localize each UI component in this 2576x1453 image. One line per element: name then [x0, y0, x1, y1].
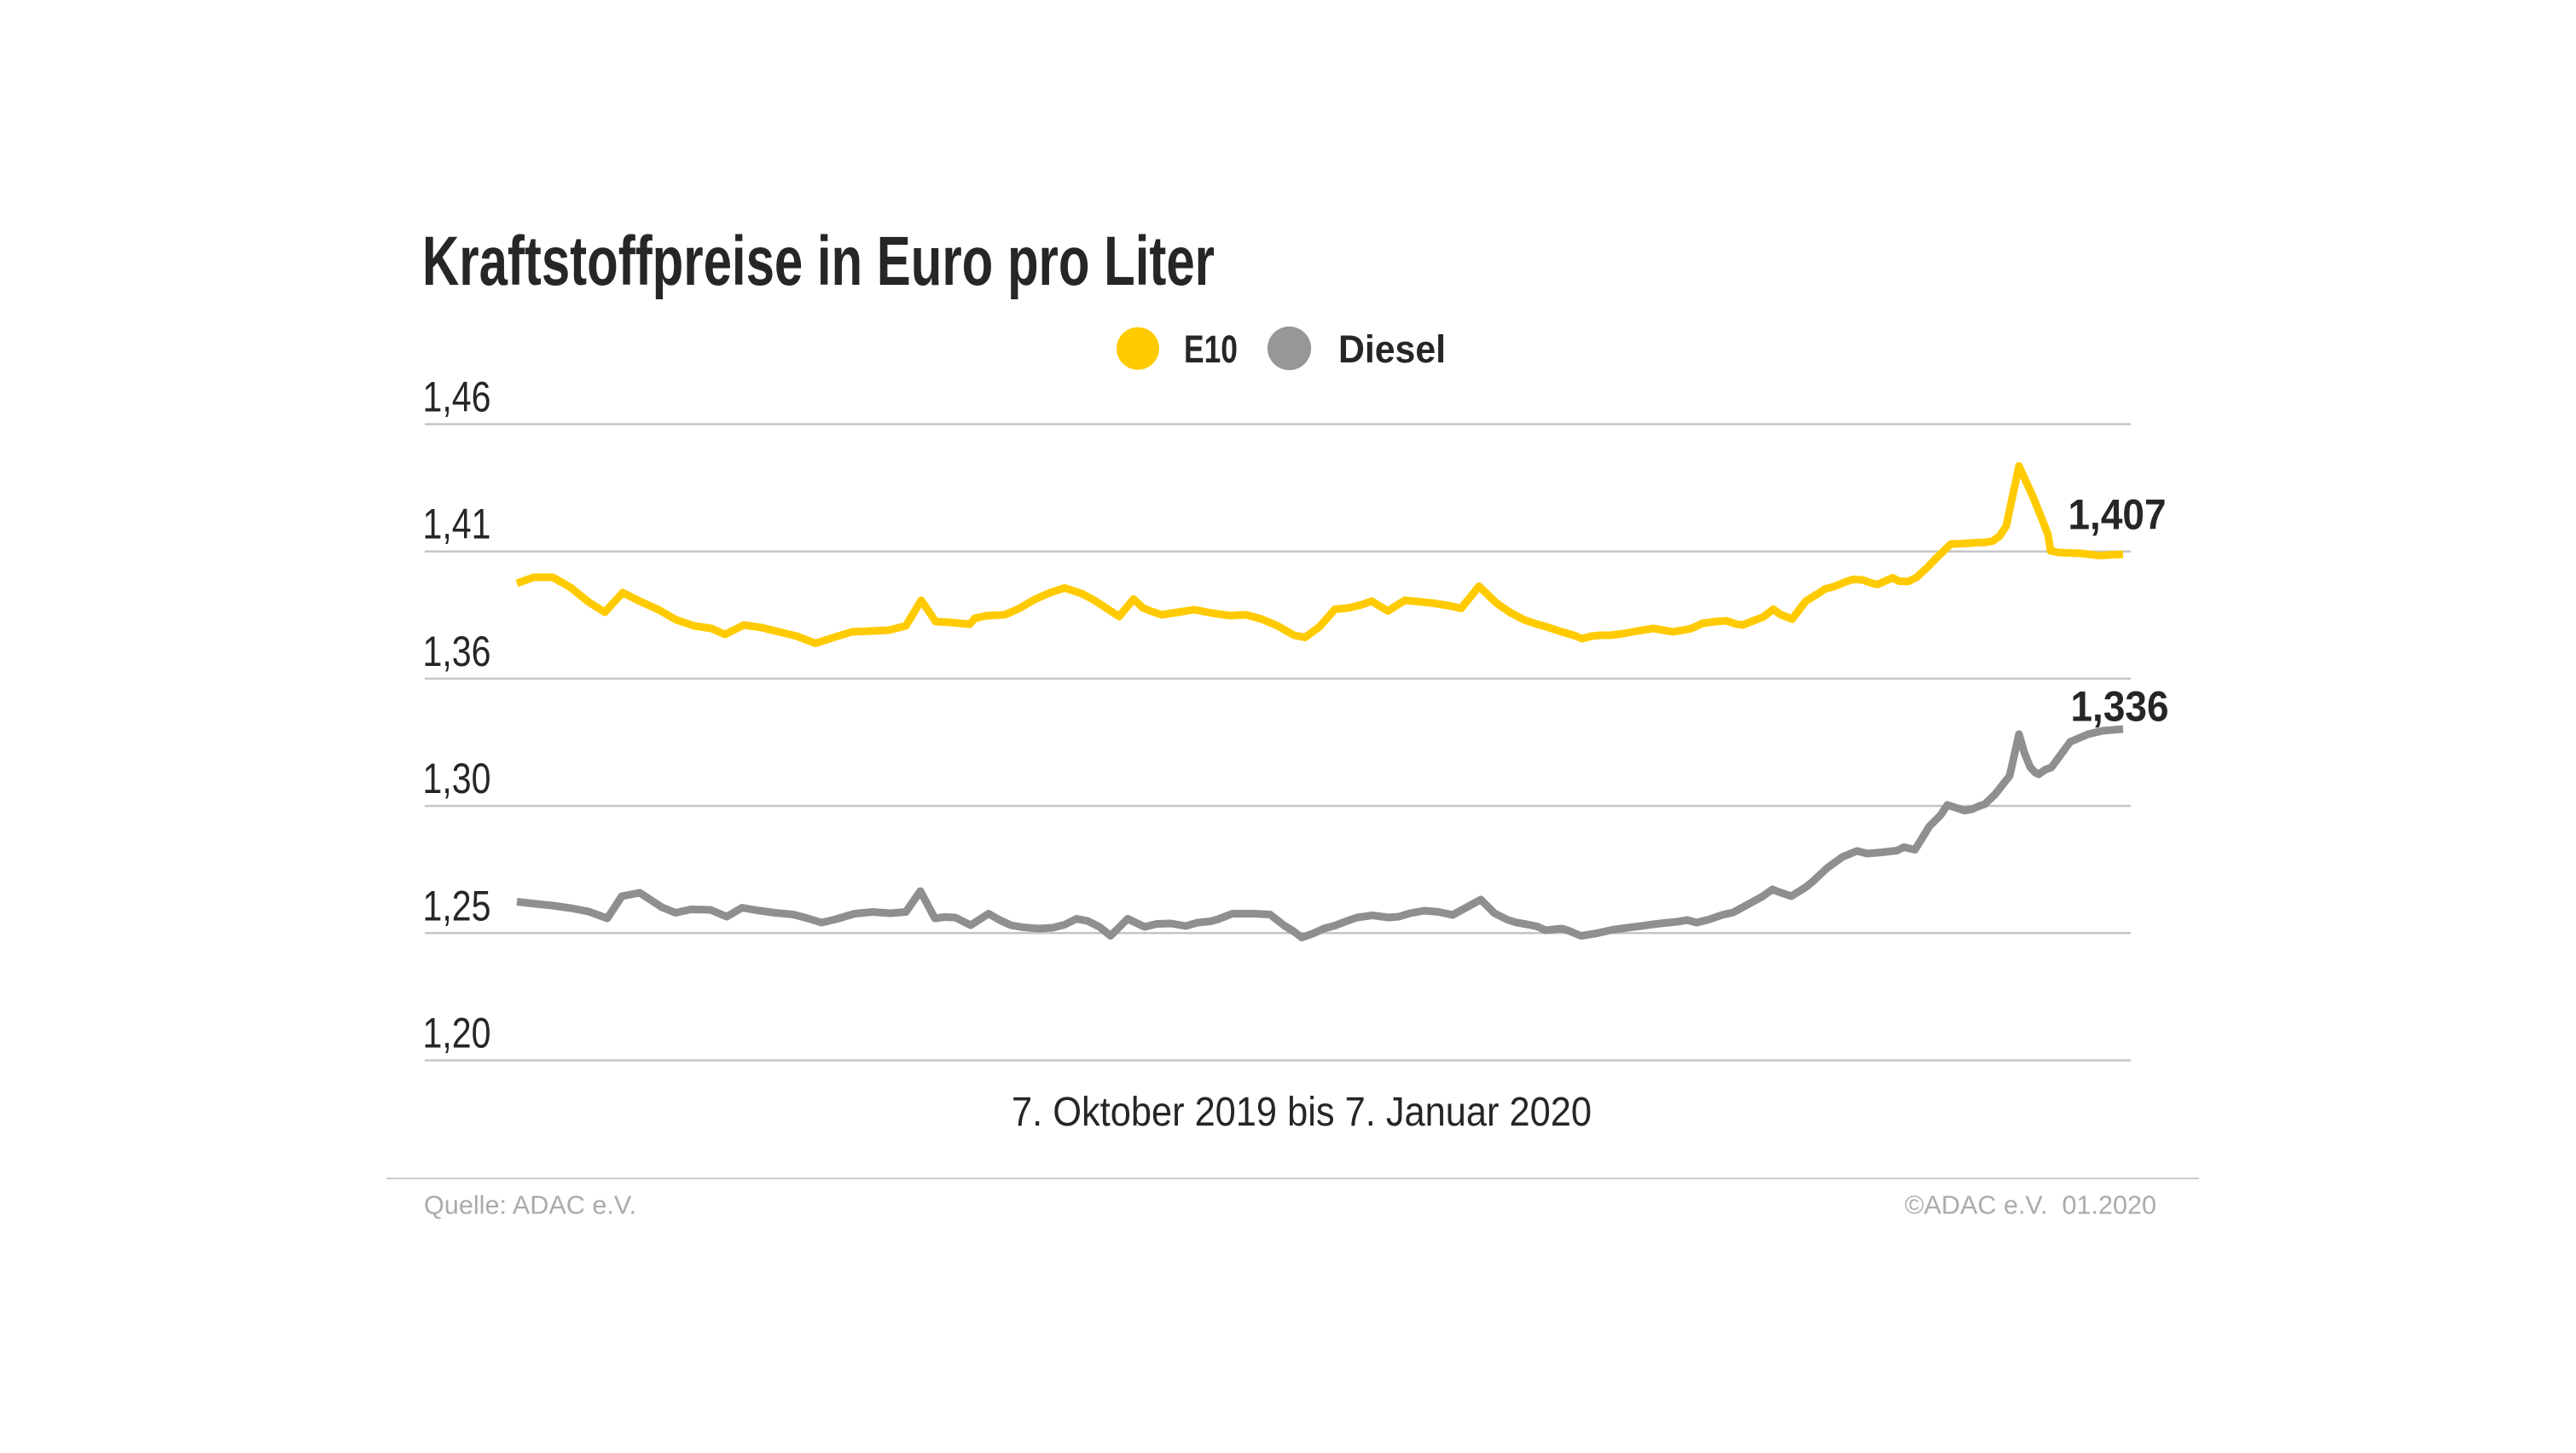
svg-text:7. Oktober 2019 bis 7. Januar: 7. Oktober 2019 bis 7. Januar 2020: [1012, 1090, 1592, 1135]
svg-text:Kraftstoffpreise in Euro pro L: Kraftstoffpreise in Euro pro Liter: [422, 223, 1215, 300]
svg-text:Quelle: ADAC e.V.: Quelle: ADAC e.V.: [424, 1190, 636, 1220]
svg-text:E10: E10: [1184, 327, 1238, 371]
svg-text:1,41: 1,41: [423, 501, 491, 548]
svg-text:©ADAC e.V. 01.2020: ©ADAC e.V. 01.2020: [1905, 1190, 2156, 1220]
svg-text:1,30: 1,30: [423, 755, 491, 802]
svg-text:1,36: 1,36: [423, 628, 491, 675]
svg-text:1,407: 1,407: [2068, 491, 2167, 539]
svg-text:Diesel: Diesel: [1338, 327, 1446, 371]
svg-text:1,46: 1,46: [423, 373, 491, 421]
svg-text:1,20: 1,20: [423, 1010, 491, 1057]
svg-text:1,336: 1,336: [2071, 683, 2169, 731]
svg-text:1,25: 1,25: [423, 882, 491, 929]
